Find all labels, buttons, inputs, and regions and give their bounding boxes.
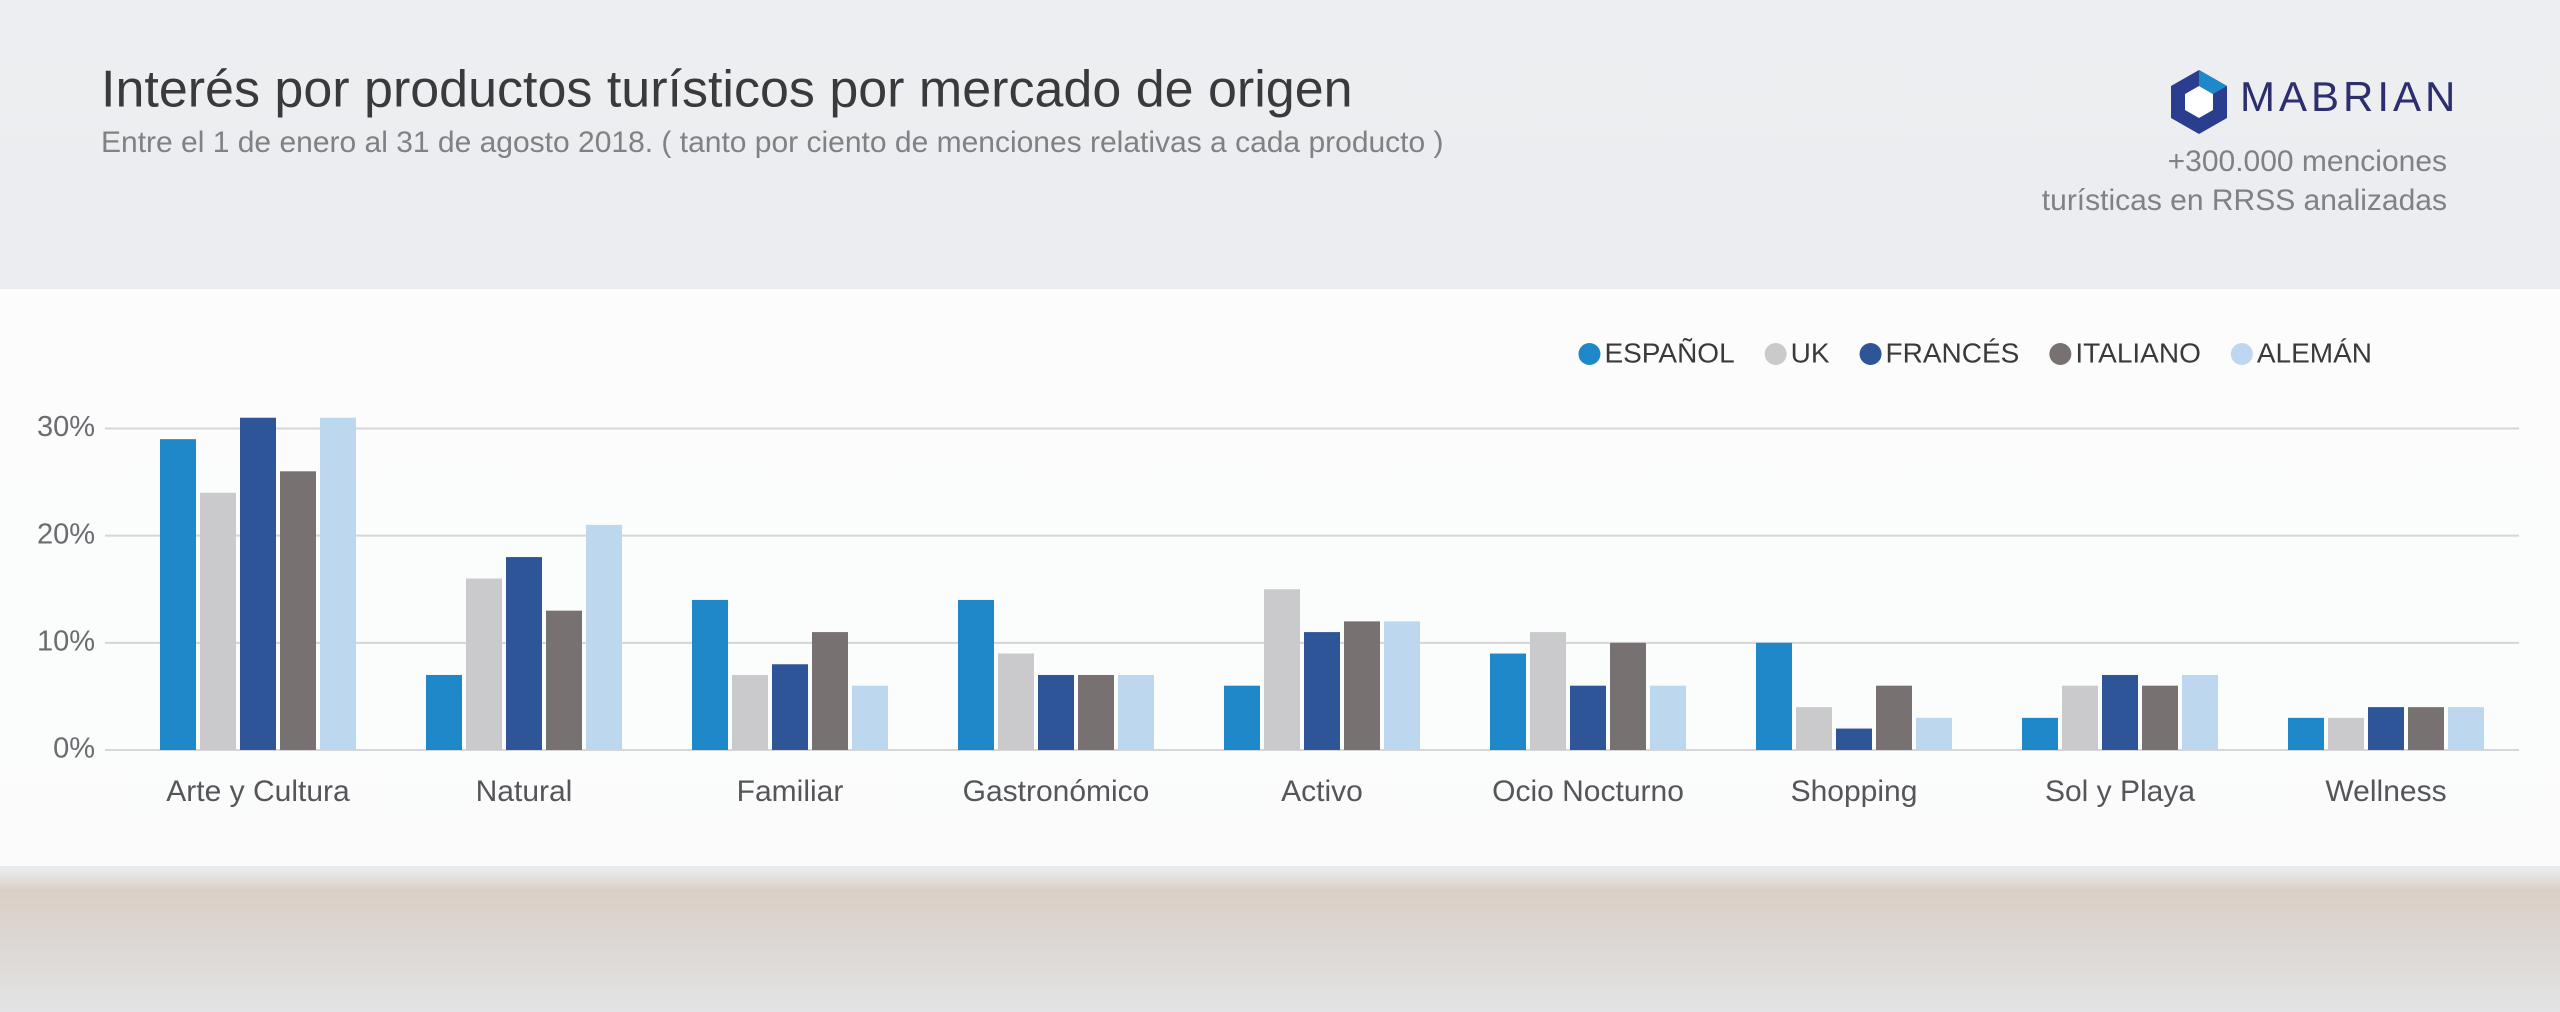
bar bbox=[2182, 674, 2218, 750]
x-tick-label: Shopping bbox=[1791, 775, 1918, 808]
bar bbox=[1570, 685, 1606, 750]
chart-subtitle: Entre el 1 de enero al 31 de agosto 2018… bbox=[101, 126, 1444, 159]
x-tick-label: Arte y Cultura bbox=[166, 775, 350, 808]
legend-label: ESPAÑOL bbox=[1604, 337, 1734, 368]
bar bbox=[1078, 674, 1114, 750]
y-tick-label: 10% bbox=[37, 625, 95, 657]
bar bbox=[2408, 707, 2444, 750]
legend-label: ITALIANO bbox=[2075, 337, 2201, 368]
bar bbox=[958, 599, 994, 750]
bar bbox=[1650, 685, 1686, 750]
bar bbox=[732, 674, 768, 750]
bar bbox=[1530, 632, 1566, 750]
bar bbox=[1384, 621, 1420, 750]
bar bbox=[160, 439, 196, 750]
bar bbox=[1796, 707, 1832, 750]
y-tick-label: 30% bbox=[37, 411, 95, 443]
note: +300.000 menciones bbox=[2168, 145, 2447, 178]
bar bbox=[320, 417, 356, 750]
legend-marker bbox=[1859, 343, 1882, 365]
bar bbox=[280, 471, 316, 750]
x-tick-label: Sol y Playa bbox=[2045, 775, 2195, 808]
bar bbox=[586, 524, 622, 750]
bar bbox=[200, 492, 236, 750]
y-tick-label: 20% bbox=[37, 518, 95, 550]
bar bbox=[998, 653, 1034, 750]
bar bbox=[1876, 685, 1912, 750]
bar bbox=[2448, 707, 2484, 750]
bar bbox=[240, 417, 276, 750]
brand: MABRIAN bbox=[2240, 73, 2459, 120]
bar bbox=[1756, 642, 1792, 750]
chart-title: Interés por productos turísticos por mer… bbox=[101, 61, 1353, 119]
bar bbox=[852, 685, 888, 750]
bar bbox=[1610, 642, 1646, 750]
legend-label: ALEMÁN bbox=[2257, 337, 2372, 368]
legend-label: UK bbox=[1791, 337, 1830, 368]
bar bbox=[692, 599, 728, 750]
bar bbox=[1490, 653, 1526, 750]
bar bbox=[1916, 717, 1952, 750]
bar bbox=[2288, 717, 2324, 750]
bar bbox=[1304, 632, 1340, 750]
bar bbox=[1038, 674, 1074, 750]
x-tick-label: Activo bbox=[1281, 775, 1363, 808]
bar bbox=[1118, 674, 1154, 750]
bar bbox=[772, 664, 808, 750]
bar bbox=[1264, 589, 1300, 750]
bar bbox=[1344, 621, 1380, 750]
bar bbox=[2022, 717, 2058, 750]
x-tick-label: Gastronómico bbox=[963, 775, 1150, 808]
x-tick-label: Familiar bbox=[737, 775, 844, 808]
bar bbox=[506, 557, 542, 750]
note: turísticas en RRSS analizadas bbox=[2042, 184, 2447, 217]
x-tick-label: Ocio Nocturno bbox=[1492, 775, 1684, 808]
y-tick-label: 0% bbox=[53, 733, 95, 765]
bar bbox=[466, 578, 502, 750]
legend-marker bbox=[1578, 343, 1601, 365]
x-tick-label: Wellness bbox=[2325, 775, 2446, 808]
legend-marker bbox=[1764, 343, 1787, 365]
bar bbox=[1224, 685, 1260, 750]
x-tick-label: Natural bbox=[476, 775, 573, 808]
logo-icon bbox=[2171, 70, 2227, 134]
bar bbox=[426, 674, 462, 750]
bar bbox=[2368, 707, 2404, 750]
bar bbox=[2142, 685, 2178, 750]
bar bbox=[2102, 674, 2138, 750]
bar bbox=[1836, 728, 1872, 750]
bar bbox=[546, 610, 582, 750]
chart-panel bbox=[0, 289, 2560, 866]
bar bbox=[812, 632, 848, 750]
legend-marker bbox=[2049, 343, 2072, 365]
legend-label: FRANCÉS bbox=[1886, 337, 2020, 368]
legend-marker bbox=[2230, 343, 2253, 365]
bar bbox=[2328, 717, 2364, 750]
bar bbox=[2062, 685, 2098, 750]
